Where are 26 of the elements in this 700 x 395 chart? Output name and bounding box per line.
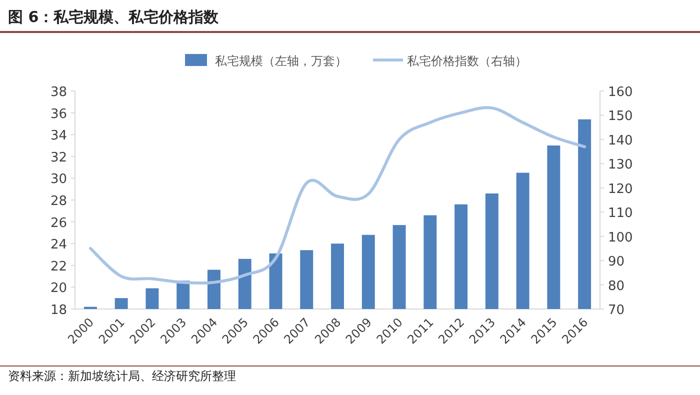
y2-tick-label: 80 [608,278,625,294]
y-tick-label: 32 [50,150,67,166]
y2-tick-label: 100 [608,230,633,246]
y-tick-label: 24 [50,238,67,253]
y2-tick-label: 150 [608,109,633,124]
y-tick-label: 18 [50,303,67,318]
y-tick-label: 28 [50,194,67,209]
chart-title: 图 6：私宅规模、私宅价格指数 [8,8,220,26]
text: 资料来源：新加坡统计局、经济研究所整理 [8,369,236,383]
legend-label: 私宅规模（左轴，万套） [215,54,347,68]
line-series [88,106,586,285]
y-tick-label: 34 [50,128,67,144]
y2-tick-label: 130 [608,158,633,173]
y-tick-label: 26 [50,216,67,231]
y2-tick-label: 140 [608,133,633,148]
y2-tick-label: 90 [608,254,625,270]
y2-tick-label: 160 [608,85,633,100]
y-tick-label: 38 [50,85,67,100]
y-tick-label: 20 [50,281,67,296]
y2-tick-label: 110 [608,206,633,222]
y-tick-label: 30 [50,172,67,188]
legend-label: 私宅价格指数（右轴） [407,54,527,68]
y2-tick-label: 70 [608,303,625,318]
y-tick-label: 22 [50,259,67,274]
y2-tick-label: 120 [608,182,633,197]
y-tick-label: 36 [50,106,67,122]
